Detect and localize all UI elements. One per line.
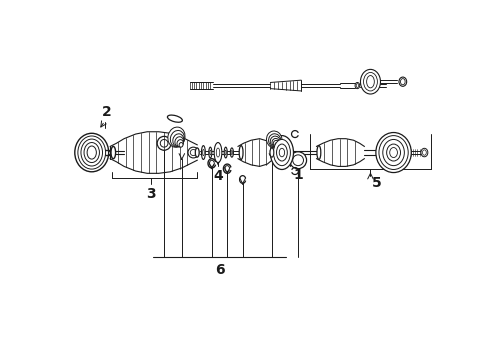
Ellipse shape [214, 143, 222, 163]
Ellipse shape [225, 150, 226, 155]
Ellipse shape [270, 136, 294, 170]
Ellipse shape [270, 136, 280, 147]
Circle shape [188, 147, 199, 158]
Ellipse shape [273, 139, 291, 166]
Ellipse shape [367, 76, 374, 88]
Circle shape [293, 155, 303, 166]
Ellipse shape [269, 134, 281, 147]
Circle shape [160, 139, 168, 147]
Ellipse shape [78, 136, 106, 169]
Ellipse shape [273, 140, 279, 147]
Ellipse shape [177, 140, 183, 147]
Ellipse shape [239, 145, 243, 159]
Text: 2: 2 [101, 105, 111, 119]
Ellipse shape [379, 136, 408, 170]
Ellipse shape [275, 143, 279, 147]
Ellipse shape [210, 150, 211, 155]
Ellipse shape [81, 139, 102, 166]
Ellipse shape [383, 139, 404, 166]
Ellipse shape [361, 69, 381, 94]
Ellipse shape [276, 144, 287, 161]
Ellipse shape [387, 144, 400, 161]
Ellipse shape [84, 143, 99, 163]
Ellipse shape [173, 134, 184, 147]
Circle shape [157, 136, 171, 150]
Ellipse shape [179, 143, 183, 147]
Ellipse shape [317, 145, 321, 159]
Ellipse shape [87, 146, 97, 159]
Ellipse shape [355, 82, 360, 89]
Text: 1: 1 [294, 168, 303, 182]
Ellipse shape [168, 127, 185, 147]
Circle shape [290, 152, 307, 169]
Ellipse shape [231, 150, 233, 154]
Ellipse shape [421, 148, 428, 157]
Ellipse shape [390, 148, 397, 158]
Ellipse shape [267, 131, 282, 148]
Ellipse shape [422, 150, 426, 155]
Ellipse shape [224, 147, 227, 158]
Ellipse shape [201, 145, 205, 159]
Ellipse shape [399, 77, 407, 86]
Text: 6: 6 [216, 264, 225, 278]
Text: 3: 3 [146, 187, 156, 201]
Ellipse shape [376, 132, 411, 172]
Circle shape [190, 149, 196, 156]
Ellipse shape [216, 148, 220, 157]
Ellipse shape [270, 148, 274, 157]
Ellipse shape [202, 149, 204, 156]
Ellipse shape [400, 78, 405, 85]
Ellipse shape [168, 115, 182, 122]
Ellipse shape [356, 84, 359, 87]
Ellipse shape [196, 148, 199, 157]
Text: 5: 5 [372, 176, 382, 190]
Ellipse shape [175, 137, 183, 147]
Ellipse shape [272, 139, 280, 147]
Text: 4: 4 [213, 170, 223, 184]
Ellipse shape [230, 148, 233, 157]
Ellipse shape [279, 148, 285, 157]
Ellipse shape [364, 72, 377, 91]
Ellipse shape [111, 147, 116, 159]
Ellipse shape [171, 130, 184, 147]
Ellipse shape [75, 133, 109, 172]
Ellipse shape [209, 147, 212, 158]
